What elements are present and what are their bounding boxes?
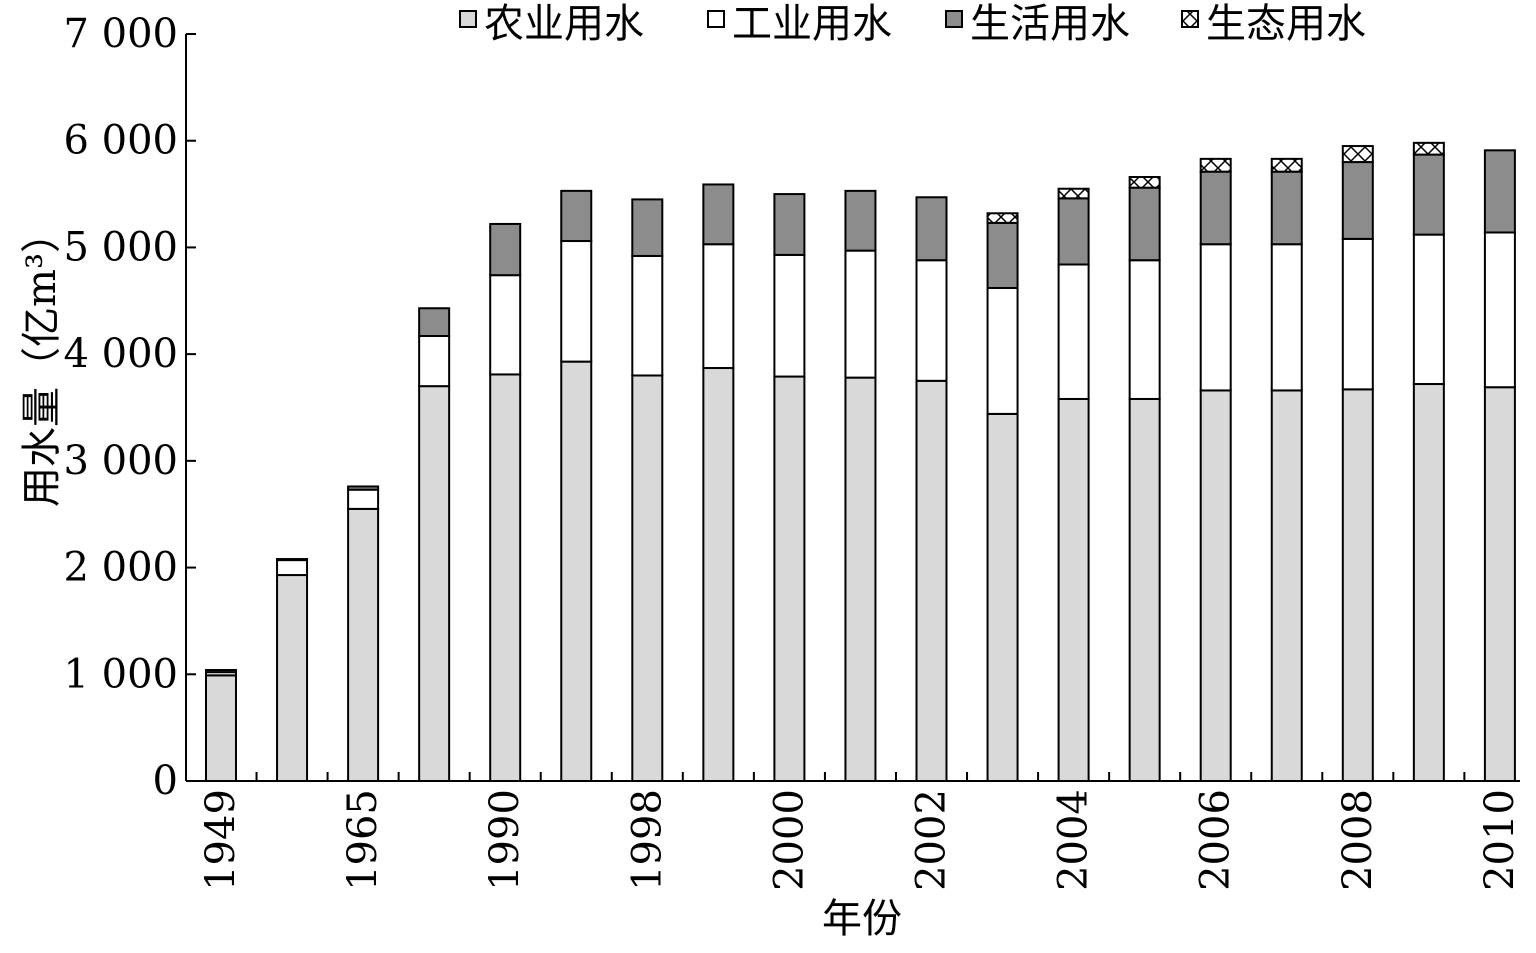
- x-tick-label: 2000: [766, 789, 812, 891]
- bar-segment-4: [1341, 145, 1374, 164]
- bar-segment-2: [702, 243, 735, 370]
- bar-segment-1: [986, 412, 1019, 782]
- bar-segment-1: [1270, 389, 1303, 782]
- bar-segment-3: [276, 558, 309, 562]
- bar-segment-3: [1057, 197, 1090, 266]
- legend-label: 生活用水: [970, 1, 1130, 47]
- x-tick-label: 2010: [1477, 789, 1523, 891]
- x-tick-label: 1990: [482, 789, 528, 891]
- y-axis-title: 用水量（亿m³）: [19, 213, 65, 507]
- bar-segment-3: [915, 196, 948, 262]
- legend-label: 工业用水: [732, 1, 892, 47]
- bar-segment-1: [702, 367, 735, 782]
- bar-segment-2: [1128, 259, 1161, 400]
- y-tick-label: 3 000: [63, 438, 178, 484]
- bar-segment-3: [1483, 149, 1516, 234]
- bar-segment-4: [1057, 187, 1090, 200]
- bar-segment-3: [1341, 161, 1374, 240]
- y-tick-label: 7 000: [63, 11, 178, 57]
- x-tick-label: 2006: [1193, 789, 1239, 891]
- bar-segment-3: [1412, 153, 1445, 236]
- x-tick-label: 1998: [624, 789, 670, 891]
- bar-segment-2: [1057, 263, 1090, 400]
- bar-segment-3: [844, 189, 877, 252]
- bar-segment-4: [1128, 175, 1161, 189]
- y-tick-label: 5 000: [63, 224, 178, 270]
- bar-segment-4: [986, 212, 1019, 224]
- bar-segment-1: [844, 376, 877, 782]
- bar-segment-1: [915, 379, 948, 782]
- bar-segment-2: [560, 240, 593, 363]
- bar-segment-1: [276, 574, 309, 783]
- bar-segment-3: [205, 669, 237, 674]
- y-tick-label: 4 000: [63, 331, 178, 377]
- legend-label: 农业用水: [484, 1, 644, 47]
- bar-segment-2: [418, 335, 451, 388]
- bar-segment-2: [773, 253, 806, 378]
- x-axis-title: 年份: [822, 896, 902, 942]
- y-tick-label: 2 000: [63, 545, 178, 591]
- legend-swatch: [707, 10, 725, 28]
- x-tick-label: 2008: [1335, 789, 1381, 891]
- bar-segment-1: [347, 507, 380, 782]
- legend: 农业用水 工业用水 生活用水 生态用水: [459, 1, 1366, 47]
- bar-segment-3: [1128, 186, 1161, 262]
- bar-segment-3: [773, 193, 806, 256]
- bar-segment-1: [1057, 397, 1090, 782]
- legend-label: 生态用水: [1206, 1, 1366, 47]
- bar-segment-1: [773, 375, 806, 782]
- x-tick-label: 1965: [340, 789, 386, 891]
- bar-segment-1: [205, 674, 237, 782]
- bar-segment-1: [1483, 386, 1516, 782]
- axis-labels: 0 1 000 2 000 3 000 4 000 5 000 6 000 7 000 1949…: [19, 11, 1523, 942]
- bar-segment-2: [347, 488, 380, 510]
- bar-segment-2: [986, 286, 1019, 415]
- bar-segment-2: [631, 254, 664, 377]
- bar-segment-3: [1199, 170, 1232, 246]
- bar-segment-3: [631, 198, 664, 257]
- bar-segment-4: [1412, 141, 1445, 156]
- bar-segment-3: [560, 189, 593, 243]
- bar-segment-3: [702, 183, 735, 246]
- bar-segment-2: [276, 559, 309, 577]
- bar-segment-3: [1270, 170, 1303, 246]
- bar-segment-1: [489, 373, 522, 782]
- bar-segment-1: [1341, 388, 1374, 782]
- bar-segment-3: [489, 222, 522, 277]
- bar-segment-1: [560, 360, 593, 782]
- bar-segment-2: [1270, 243, 1303, 392]
- y-tick-label: 6 000: [63, 118, 178, 164]
- bar-segment-2: [489, 274, 522, 376]
- legend-swatch: [459, 10, 477, 28]
- bar-segment-3: [418, 307, 451, 338]
- bar-segment-1: [631, 374, 664, 782]
- bar-segment-3: [986, 221, 1019, 289]
- bar-segment-1: [418, 385, 451, 782]
- bar-segment-4: [1199, 157, 1232, 173]
- bar-segment-2: [1412, 233, 1445, 386]
- y-tick-label: 0: [153, 758, 178, 804]
- legend-swatch: [1181, 10, 1199, 28]
- x-tick-label: 2002: [909, 789, 955, 891]
- bar-segment-2: [1341, 237, 1374, 391]
- bar-segment-1: [1199, 389, 1232, 782]
- bar-segment-1: [1412, 383, 1445, 782]
- y-tick-label: 1 000: [63, 651, 178, 697]
- bars: [205, 141, 1516, 783]
- bar-segment-2: [844, 249, 877, 379]
- x-tick-label: 2004: [1051, 789, 1097, 891]
- bar-segment-1: [1128, 397, 1161, 782]
- bar-segment-2: [1199, 243, 1232, 392]
- x-tick-label: 1949: [198, 789, 244, 891]
- bar-segment-4: [1270, 157, 1303, 173]
- legend-swatch: [945, 10, 963, 28]
- bar-segment-3: [347, 485, 380, 491]
- bar-segment-2: [915, 259, 948, 382]
- bar-segment-2: [1483, 231, 1516, 389]
